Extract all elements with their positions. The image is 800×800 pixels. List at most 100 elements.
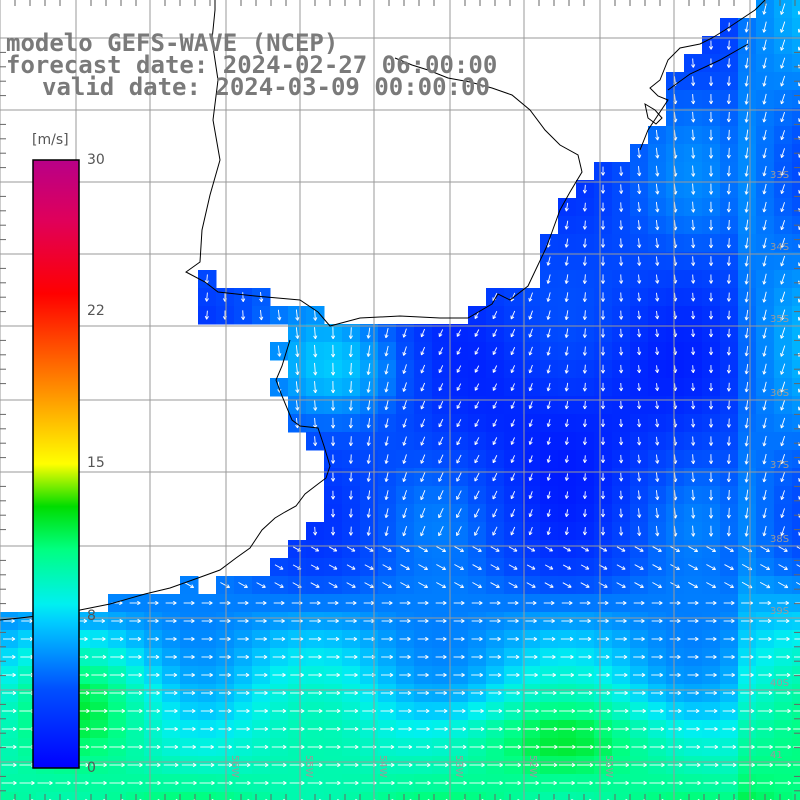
latitude-label: 39S [770,606,789,617]
wind-arrow [726,292,731,302]
wind-arrow [564,256,569,266]
wind-cell [342,792,361,800]
wind-arrow [330,327,336,340]
wind-arrow [780,112,786,123]
wind-cell [504,792,523,800]
wind-arrow [726,76,731,86]
wind-arrow [726,58,731,68]
wind-arrow [726,238,731,249]
wind-arrow [744,273,749,285]
wind-arrow [691,274,696,284]
wind-arrow [708,183,714,195]
wind-arrow [655,165,660,177]
wind-arrow [762,291,767,303]
wind-arrow [762,273,767,285]
wind-cell [792,540,800,559]
wind-arrow [762,255,767,267]
wind-arrow [295,309,300,321]
wind-arrow [492,347,498,355]
wind-arrow [691,383,696,392]
wind-arrow [780,345,786,357]
wind-arrow [726,111,731,123]
wind-arrow [726,328,731,338]
wind-arrow [277,345,282,357]
wind-arrow [744,147,749,159]
wind-arrow [780,148,785,159]
wind-arrow [708,382,714,392]
wind-arrow [564,310,569,320]
wind-cell [324,792,343,800]
wind-cell [792,54,800,73]
wind-arrow [726,40,731,50]
wind-cell [792,558,800,577]
wind-arrow [492,383,498,391]
wind-arrow [637,220,642,231]
wind-arrow [744,363,749,375]
wind-arrow [420,382,426,392]
wind-arrow [762,39,767,51]
wind-arrow [744,57,749,69]
wind-arrow [708,274,714,284]
wind-arrow [564,220,569,230]
wind-cell [792,108,800,127]
wind-cell [558,792,577,800]
wind-cell [720,792,739,800]
wind-arrow [618,383,624,392]
wind-cell [576,792,595,800]
wind-arrow [655,329,660,338]
wind-arrow [600,238,606,248]
wind-cell [126,792,145,800]
wind-arrow [600,292,606,302]
wind-arrow [637,328,642,338]
wind-arrow [780,309,786,321]
wind-arrow [762,219,767,231]
wind-arrow [637,365,642,374]
wind-arrow [348,345,353,358]
wind-arrow [420,364,426,374]
wind-arrow [438,347,444,355]
wind-arrow [510,346,516,356]
wind-arrow [655,365,660,373]
wind-arrow [619,274,624,284]
wind-cell [792,234,800,253]
wind-arrow [744,381,749,393]
wind-arrow [762,327,767,339]
wind-cell [414,792,433,800]
wind-arrow [600,274,606,284]
wind-arrow [655,292,660,302]
wind-arrow [726,201,731,213]
wind-arrow [780,21,786,33]
wind-cell [180,792,199,800]
wind-arrow [402,346,407,356]
wind-arrow [582,292,587,302]
wind-cell [738,792,757,800]
wind-cell [792,18,800,37]
wind-arrow [655,383,660,392]
wind-arrow [637,292,642,302]
wind-arrow [708,310,714,320]
wind-arrow [744,255,749,267]
wind-arrow [348,381,353,394]
wind-arrow [384,381,389,393]
wind-arrow [762,129,767,141]
wind-arrow [744,345,749,357]
wind-arrow [402,364,407,374]
wind-arrow [691,256,696,266]
wind-arrow [637,202,642,213]
wind-arrow [655,219,660,231]
wind-arrow [762,237,767,249]
wind-arrow [637,310,642,320]
wind-arrow [655,274,660,284]
wind-cell [792,198,800,217]
wind-arrow [726,165,731,177]
wind-arrow [744,111,749,123]
wind-cell [108,792,127,800]
wind-arrow [780,184,785,194]
wind-arrow [528,328,533,338]
wind-arrow [691,329,696,338]
wind-cell [648,792,667,800]
wind-arrow [600,346,606,356]
wind-arrow [456,347,462,355]
wind-arrow [726,364,731,374]
wind-cell [468,792,487,800]
